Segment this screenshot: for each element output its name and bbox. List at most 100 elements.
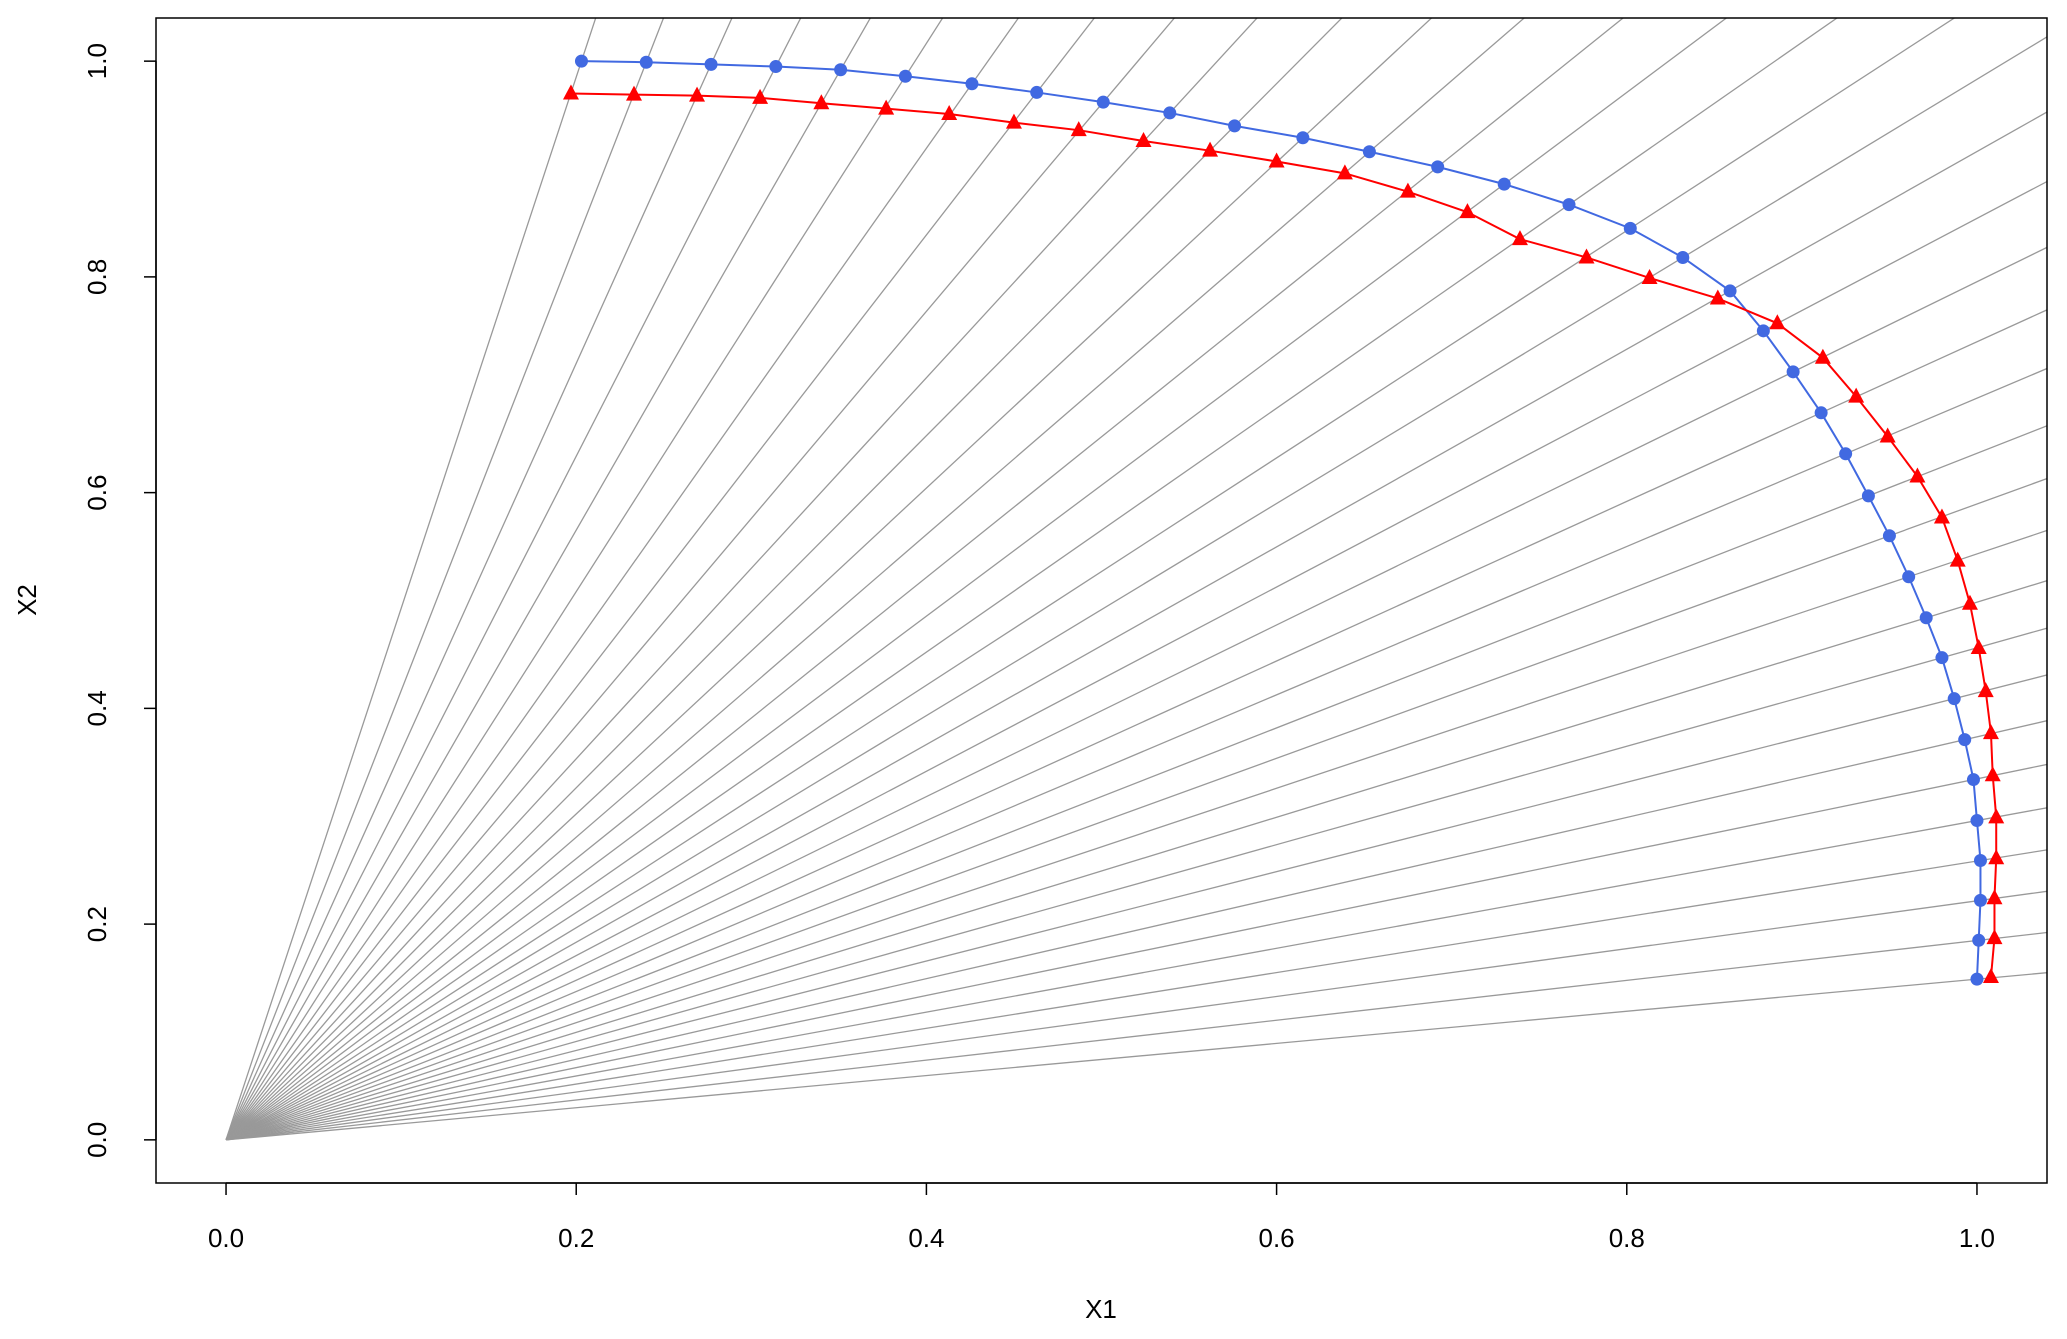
circle-marker [1030, 85, 1044, 99]
ray [225, 18, 1728, 1141]
circle-marker [898, 69, 912, 83]
circle-marker [834, 63, 848, 77]
x-tick-label: 0.0 [208, 1223, 244, 1253]
triangle-marker [1986, 929, 2003, 945]
x-tick-label: 0.2 [558, 1223, 594, 1253]
x-tick-label: 0.4 [908, 1223, 944, 1253]
ray [225, 807, 2047, 1141]
triangle-marker [1399, 182, 1416, 198]
ray [225, 367, 2047, 1141]
ray [225, 763, 2047, 1141]
triangle-marker [1769, 314, 1786, 330]
ray [225, 18, 802, 1141]
circle-marker [1970, 972, 1984, 986]
ray [225, 579, 2047, 1141]
y-tick-label: 1.0 [82, 43, 112, 79]
circle-marker [1562, 198, 1576, 212]
circle-marker [1296, 131, 1310, 145]
ray [225, 18, 1176, 1141]
triangle-marker [1986, 889, 2003, 905]
triangle-marker [1578, 248, 1595, 264]
circle-marker [1902, 570, 1916, 584]
ray [225, 425, 2047, 1141]
triangle-marker [1909, 467, 1926, 483]
circle-marker [1970, 814, 1984, 828]
triangle-marker [752, 88, 769, 104]
ray [225, 529, 2047, 1141]
ray [225, 180, 2047, 1141]
ray [225, 720, 2047, 1141]
circle-marker [1973, 853, 1987, 867]
y-tick-label: 0.2 [82, 906, 112, 942]
y-tick-label: 0.0 [82, 1122, 112, 1158]
ray [225, 18, 597, 1141]
circle-marker [1786, 365, 1800, 379]
circle-marker [1935, 651, 1949, 665]
ray [225, 246, 2047, 1141]
ray [225, 18, 944, 1141]
triangle-marker [1268, 152, 1285, 168]
circle-marker [1756, 324, 1770, 338]
ray [225, 111, 2047, 1141]
triangle-marker [1961, 594, 1978, 610]
circle-marker [1163, 106, 1177, 120]
ray [225, 18, 733, 1141]
triangle-marker [626, 85, 643, 101]
ray [225, 18, 1839, 1141]
triangle-marker [1949, 551, 1966, 567]
ray [225, 309, 2047, 1141]
circle-marker [769, 60, 783, 74]
triangle-marker [1202, 141, 1219, 157]
y-tick-label: 0.8 [82, 259, 112, 295]
triangle-marker [1933, 508, 1950, 524]
circle-marker [1228, 119, 1242, 133]
triangle-marker [1988, 808, 2005, 824]
x-tick-label: 1.0 [1959, 1223, 1995, 1253]
circle-marker [1623, 221, 1637, 235]
ray [225, 18, 1096, 1141]
circle-marker [574, 54, 588, 68]
ray [225, 18, 1020, 1141]
circle-marker [1676, 250, 1690, 264]
circle-marker [1972, 933, 1986, 947]
triangle-marker [1814, 348, 1831, 364]
x-tick-label: 0.8 [1609, 1223, 1645, 1253]
circle-marker [1839, 447, 1853, 461]
circle-marker [1966, 773, 1980, 787]
triangle-marker [1459, 203, 1476, 219]
ray [225, 18, 665, 1141]
circle-marker [1814, 406, 1828, 420]
circle-marker [704, 57, 718, 71]
y-tick-label: 0.4 [82, 690, 112, 726]
series-line [581, 60, 1982, 980]
ray [225, 972, 2047, 1141]
triangle-marker [1982, 967, 1999, 983]
triangle-marker [562, 84, 579, 100]
triangle-marker [689, 86, 706, 102]
circle-marker [1973, 893, 1987, 907]
y-axis-label: X2 [12, 584, 42, 616]
circle-marker [1362, 145, 1376, 159]
data-marks [562, 54, 2005, 986]
y-tick-label: 0.6 [82, 475, 112, 511]
ray [225, 18, 1258, 1141]
circle-marker [1947, 692, 1961, 706]
triangle-marker [1709, 289, 1726, 305]
circle-marker [1882, 529, 1896, 543]
triangle-marker [813, 94, 830, 110]
circle-marker [639, 55, 653, 69]
triangle-marker [1641, 268, 1658, 284]
ray [225, 18, 1343, 1141]
circle-marker [1958, 733, 1972, 747]
circle-marker [1431, 160, 1445, 174]
triangle-marker [1336, 164, 1353, 180]
circle-marker [1723, 284, 1737, 298]
ray [225, 36, 2047, 1141]
triangle-marker [1848, 387, 1865, 403]
x-axis-label: X1 [1085, 1294, 1117, 1324]
triangle-marker [1982, 724, 1999, 740]
triangle-marker [1984, 766, 2001, 782]
x-tick-label: 0.6 [1259, 1223, 1295, 1253]
ray [225, 674, 2047, 1141]
